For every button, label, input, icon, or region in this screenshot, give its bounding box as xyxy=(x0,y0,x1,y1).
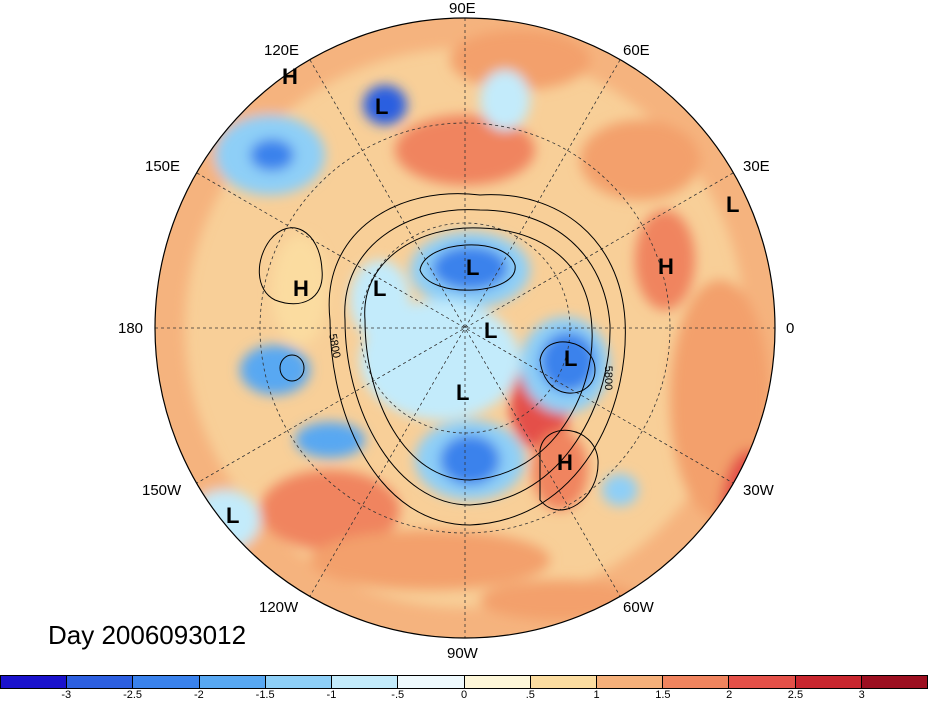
colorbar-box xyxy=(861,676,928,688)
colorbar-box xyxy=(464,676,531,688)
lon-label-150e: 150E xyxy=(145,158,181,175)
colorbar-tick-label: 3 xyxy=(858,689,865,701)
lon-label-30w: 30W xyxy=(743,482,774,499)
lon-label-90w: 90W xyxy=(447,645,478,662)
pressure-center-l: L xyxy=(726,192,740,217)
map-title: Day 2006093012 xyxy=(48,620,247,650)
lon-label-30e: 30E xyxy=(743,158,770,175)
colorbar-box xyxy=(67,676,134,688)
pressure-center-l: L xyxy=(375,94,389,119)
colorbar-tick-label: -1 xyxy=(326,689,337,701)
pressure-center-h: H xyxy=(282,64,298,89)
pressure-center-l: L xyxy=(373,276,387,301)
colorbar xyxy=(0,675,928,689)
lon-label-120e: 120E xyxy=(264,42,300,59)
pressure-center-h: H xyxy=(557,450,573,475)
lon-label-150w: 150W xyxy=(142,482,182,499)
colorbar-box xyxy=(332,676,399,688)
colorbar-tick-label: -3 xyxy=(61,689,72,701)
pressure-center-h: H xyxy=(293,276,309,301)
pressure-center-l: L xyxy=(466,255,480,280)
pressure-center-l: L xyxy=(564,346,578,371)
colorbar-box xyxy=(795,676,862,688)
colorbar-tick-label: -2.5 xyxy=(123,689,143,701)
colorbar-box xyxy=(663,676,730,688)
pressure-center-l: L xyxy=(226,503,240,528)
colorbar-box xyxy=(729,676,796,688)
pressure-center-h: H xyxy=(658,254,674,279)
colorbar-tick-label: 0 xyxy=(460,689,468,701)
colorbar-tick-label: 2 xyxy=(726,689,733,701)
colorbar-tick-label: -2 xyxy=(193,689,204,701)
lon-label-180: 180 xyxy=(118,320,144,337)
lon-label-60e: 60E xyxy=(623,42,650,59)
contour-label: 5800 xyxy=(602,365,615,391)
colorbar-tick-label: .5 xyxy=(525,689,535,701)
pressure-center-l: L xyxy=(484,318,498,343)
lon-label-0: 0 xyxy=(786,320,795,337)
colorbar-box xyxy=(530,676,597,688)
colorbar-tick-label: 2.5 xyxy=(787,689,804,701)
colorbar-box xyxy=(1,676,68,688)
colorbar-box xyxy=(596,676,664,688)
colorbar-box xyxy=(133,676,200,688)
colorbar-tick-label: -1.5 xyxy=(255,689,275,701)
colorbar-box xyxy=(398,676,465,688)
colorbar-tick-label: 1.5 xyxy=(655,689,671,701)
colorbar-tick-label: 1 xyxy=(593,689,600,701)
lon-label-90e: 90E xyxy=(449,0,476,17)
colorbar-box xyxy=(199,676,266,688)
colorbar-box xyxy=(265,676,333,688)
colorbar-tick-label: -.5 xyxy=(391,689,405,701)
lon-label-60w: 60W xyxy=(623,599,654,616)
lon-label-120w: 120W xyxy=(259,599,299,616)
pressure-center-l: L xyxy=(456,380,470,405)
